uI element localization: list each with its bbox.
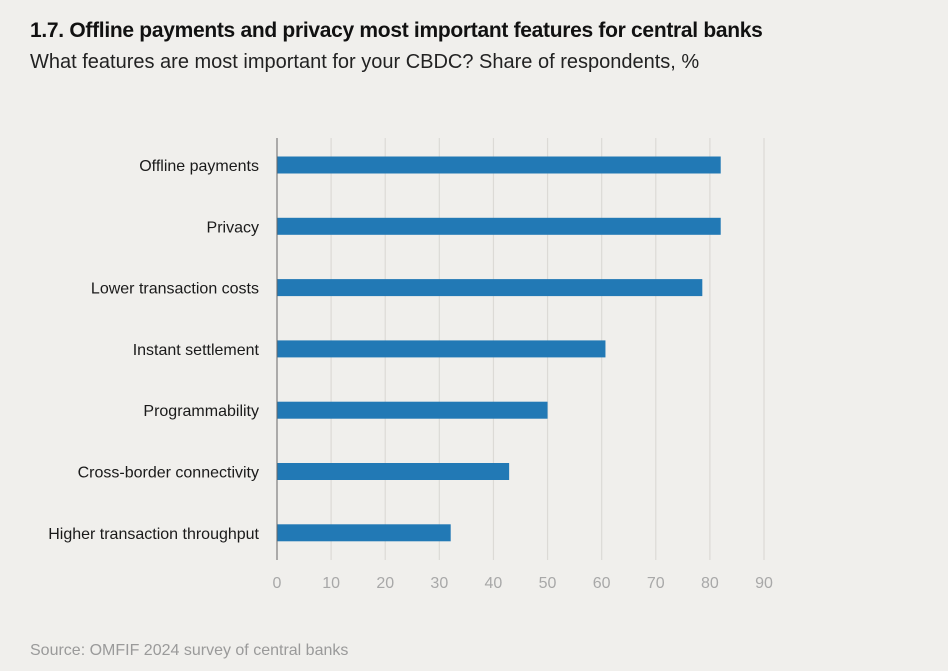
category-label: Instant settlement xyxy=(133,342,260,359)
x-tick-label: 50 xyxy=(539,575,557,592)
category-label: Privacy xyxy=(207,219,259,236)
bar xyxy=(277,524,451,542)
x-tick-label: 20 xyxy=(376,575,394,592)
gridlines xyxy=(330,138,765,560)
category-label: Cross-border connectivity xyxy=(78,465,259,482)
x-tick-label: 90 xyxy=(755,575,773,592)
bar xyxy=(277,463,510,480)
bar xyxy=(277,279,703,297)
x-tick-labels: 0 10 20 30 40 50 60 70 80 90 xyxy=(273,575,773,592)
category-labels: Offline payments Privacy Lower transaction… xyxy=(48,158,259,543)
x-tick-label: 60 xyxy=(593,575,611,592)
category-label: Offline payments xyxy=(139,158,259,175)
chart-subtitle: What features are most important for you… xyxy=(30,51,700,73)
category-label: Programmability xyxy=(143,403,259,420)
bars xyxy=(277,156,721,542)
bar xyxy=(277,401,548,419)
bar xyxy=(277,156,721,174)
chart-title: 1.7. Offline payments and privacy most i… xyxy=(30,19,763,42)
category-label: Lower transaction costs xyxy=(91,281,259,298)
x-tick-label: 30 xyxy=(430,575,448,592)
x-tick-label: 0 xyxy=(273,575,282,592)
bar xyxy=(277,217,721,235)
x-tick-label: 70 xyxy=(647,575,665,592)
bar xyxy=(277,340,606,358)
x-tick-label: 10 xyxy=(322,575,340,592)
category-label: Higher transaction throughput xyxy=(48,526,259,543)
source-note: Source: OMFIF 2024 survey of central ban… xyxy=(30,642,349,659)
x-tick-label: 40 xyxy=(485,575,503,592)
x-tick-label: 80 xyxy=(701,575,719,592)
